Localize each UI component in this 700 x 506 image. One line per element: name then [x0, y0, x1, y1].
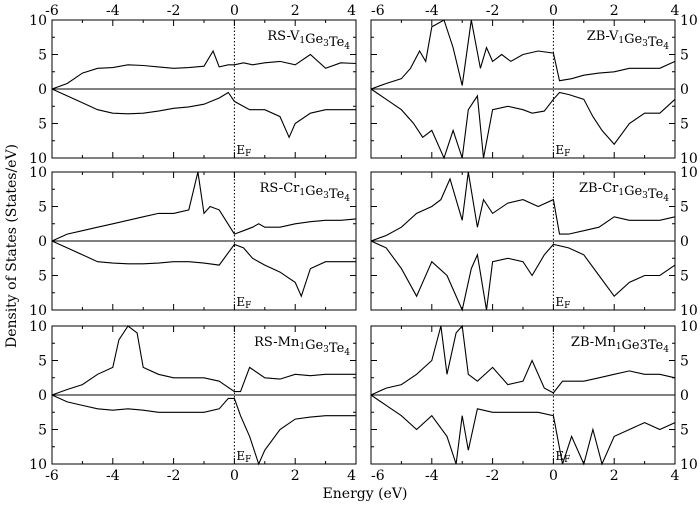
- y-tick-label: 10: [680, 13, 698, 29]
- series-spin-up: [370, 324, 676, 396]
- y-tick-label: 5: [38, 200, 47, 216]
- x-tick-label-bottom: 4: [347, 468, 356, 484]
- x-tick-label-bottom: 2: [610, 468, 619, 484]
- series-spin-down: [370, 88, 676, 160]
- fermi-label: EF: [555, 449, 570, 465]
- panel-zb-mn: 10 5 0 5 10 -6 -4 -2 0 2 4 ZB-Mn1Ge3Te4 EF: [370, 319, 698, 484]
- y-tick-label: 10: [29, 165, 47, 181]
- x-tick-label-top: -2: [486, 3, 500, 19]
- y-tick-label: 5: [38, 48, 47, 64]
- y-tick-label: 5: [38, 269, 47, 285]
- y-tick-label: 5: [38, 423, 47, 439]
- y-tick-label: 0: [680, 388, 689, 404]
- y-tick-label: 0: [38, 82, 47, 98]
- y-tick-label: 10: [680, 319, 698, 335]
- x-tick-label-top: -4: [425, 3, 439, 19]
- y-tick-label: 10: [680, 165, 698, 181]
- y-tick-label: 5: [680, 117, 689, 133]
- y-tick-label: 10: [680, 151, 698, 167]
- y-tick-label: 10: [29, 457, 47, 473]
- y-tick-label: 0: [38, 234, 47, 250]
- x-tick-label-bottom: 0: [549, 468, 558, 484]
- x-tick-label-top: 4: [671, 3, 680, 19]
- x-tick-label-top: -2: [167, 3, 181, 19]
- panel-label: RS-Cr1Ge3Te4: [260, 181, 351, 204]
- y-tick-label: 10: [680, 457, 698, 473]
- x-tick-label-bottom: -2: [486, 468, 500, 484]
- y-tick-label: 5: [680, 200, 689, 216]
- x-tick-label-top: -6: [371, 3, 385, 19]
- series-spin-up: [51, 325, 356, 396]
- fermi-label: EF: [236, 449, 251, 465]
- y-tick-label: 10: [29, 303, 47, 319]
- x-tick-label-top: 2: [610, 3, 619, 19]
- x-axis-title: Energy (eV): [323, 486, 408, 502]
- x-tick-label-bottom: 0: [230, 468, 239, 484]
- y-axis-title: Density of States (States/eV): [4, 144, 20, 348]
- panel-zb-cr: 10 5 0 5 10 ZB-Cr1Ge3Te4 EF: [370, 165, 698, 319]
- series-spin-down: [370, 240, 676, 312]
- series-spin-up: [51, 49, 357, 90]
- series-spin-up: [51, 171, 357, 242]
- y-tick-label: 0: [680, 82, 689, 98]
- panel-zb-v: 10 5 0 5 10 -6 -4 -2 0 2 4ZB-V1Ge3Te4 EF: [370, 3, 698, 167]
- x-tick-label-top: -4: [106, 3, 120, 19]
- y-tick-label: 5: [680, 48, 689, 64]
- series-spin-down: [370, 394, 676, 466]
- y-tick-label: 10: [29, 319, 47, 335]
- y-tick-label: 10: [29, 13, 47, 29]
- series-spin-down: [51, 394, 356, 466]
- y-tick-label: 5: [38, 117, 47, 133]
- x-tick-label-bottom: 2: [291, 468, 300, 484]
- panel-label: RS-Mn1Ge3Te4: [254, 335, 350, 358]
- series-spin-up: [370, 171, 676, 242]
- x-tick-label-top: 0: [230, 3, 239, 19]
- x-tick-label-bottom: -4: [425, 468, 439, 484]
- series-spin-down: [51, 240, 356, 298]
- x-tick-label-top: 0: [549, 3, 558, 19]
- x-tick-label-bottom: 4: [671, 468, 680, 484]
- panel-rs-cr: 10 5 0 5 10 RS-Cr1Ge3Te4 EF: [29, 165, 357, 319]
- fermi-label: EF: [555, 295, 570, 311]
- x-tick-label-top: 4: [347, 3, 356, 19]
- panel-label: RS-V1Ge3Te4: [267, 29, 350, 52]
- series-spin-down: [51, 88, 356, 139]
- y-tick-label: 5: [680, 354, 689, 370]
- y-tick-label: 5: [38, 354, 47, 370]
- x-tick-label-top: 2: [291, 3, 300, 19]
- x-tick-label-bottom: -2: [167, 468, 181, 484]
- y-tick-label: 5: [680, 423, 689, 439]
- fermi-label: EF: [555, 143, 570, 159]
- panel-label: ZB-Cr1Ge3Te4: [579, 181, 669, 204]
- x-tick-label-top: -6: [45, 3, 59, 19]
- y-tick-label: 5: [680, 269, 689, 285]
- panel-label: ZB-V1Ge3Te4: [587, 29, 670, 52]
- panel-label: ZB-Mn1Ge3Te4: [571, 335, 669, 355]
- series-spin-up: [370, 19, 676, 90]
- x-tick-label-bottom: -6: [371, 468, 385, 484]
- x-tick-label-bottom: -4: [106, 468, 120, 484]
- fermi-label: EF: [236, 295, 251, 311]
- y-tick-label: 0: [38, 388, 47, 404]
- y-tick-label: 10: [29, 151, 47, 167]
- y-tick-label: 0: [680, 234, 689, 250]
- x-tick-label-bottom: -6: [45, 468, 59, 484]
- fermi-label: EF: [236, 143, 251, 159]
- y-tick-label: 10: [680, 303, 698, 319]
